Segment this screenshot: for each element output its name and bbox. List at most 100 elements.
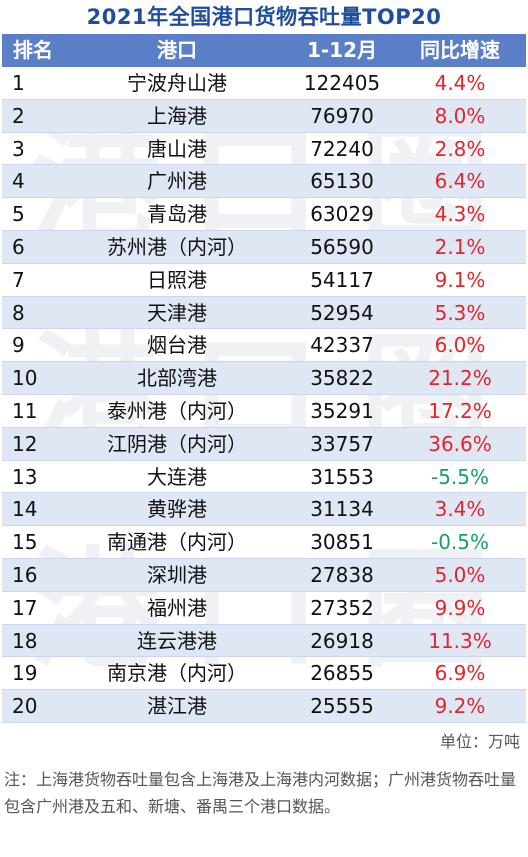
growth-cell: 9.1% [434,267,486,292]
growth-cell: 21.2% [428,366,492,391]
port-cell: 烟台港 [147,333,207,358]
rank-cell: 1 [12,71,25,95]
value-cell: 52954 [310,300,374,325]
growth-cell: 2.1% [434,234,486,259]
table-row: 2 上海港 76970 8.0% [2,99,526,133]
table-row: 17 福州港 27352 9.9% [2,592,526,625]
table-title: 2021年全国港口货物吞吐量TOP20 [86,5,442,29]
table-row: 16 深圳港 27838 5.0% [2,558,526,592]
value-cell: 72240 [310,136,374,161]
port-cell: 泰州港（内河） [107,398,247,423]
value-cell: 27838 [310,562,374,587]
rank-cell: 10 [12,366,38,391]
rank-cell: 13 [12,464,38,489]
growth-cell: 8.0% [434,103,486,128]
table-row: 18 连云港港 26918 11.3% [2,624,526,658]
table-row: 12 江阴港（内河） 33757 36.6% [2,427,526,461]
port-cell: 黄骅港 [147,497,207,522]
rank-cell: 3 [12,136,25,161]
port-cell: 天津港 [147,300,207,325]
growth-cell: 4.3% [434,202,486,227]
rank-cell: 18 [12,628,38,653]
growth-cell: 3.4% [434,497,486,522]
value-cell: 63029 [310,202,374,227]
port-cell: 北部湾港 [137,366,217,391]
value-cell: 31553 [310,464,374,489]
table-row: 10 北部湾港 35822 21.2% [2,362,526,395]
table-header: 排名 港口 1-12月 同比增速 [2,34,526,67]
table-row: 11 泰州港（内河） 35291 17.2% [2,395,526,428]
rank-cell: 7 [12,267,25,292]
table-body: 1 宁波舟山港 122405 4.4% 2 上海港 76970 8.0% 3 唐山港 72240 2.… [2,67,526,723]
table-row: 1 宁波舟山港 122405 4.4% [2,67,526,100]
table-row: 5 青岛港 63029 4.3% [2,198,526,231]
unit-label: 单位：万吨 [439,732,520,751]
growth-cell: 17.2% [428,398,492,423]
rank-cell: 16 [12,562,38,587]
table-row: 4 广州港 65130 6.4% [2,165,526,199]
value-cell: 26918 [310,628,374,653]
table-row: 14 黄骅港 31134 3.4% [2,493,526,527]
growth-cell: 6.4% [434,169,486,194]
rank-cell: 15 [12,530,38,555]
rank-cell: 9 [12,333,25,358]
rank-cell: 14 [12,497,38,522]
port-cell: 青岛港 [147,202,207,227]
rank-cell: 4 [12,169,25,194]
rank-cell: 11 [12,398,38,423]
port-cell: 福州港 [147,595,207,620]
value-cell: 35822 [310,366,374,391]
table-row: 3 唐山港 72240 2.8% [2,133,526,166]
value-cell: 76970 [310,103,374,128]
port-cell: 大连港 [147,464,207,489]
port-cell: 上海港 [147,103,207,128]
growth-cell: 6.0% [434,333,486,358]
table-row: 20 湛江港 25555 9.2% [2,690,526,723]
rank-cell: 20 [12,694,38,719]
value-cell: 54117 [310,267,374,292]
port-cell: 连云港港 [137,628,217,653]
port-cell: 日照港 [147,267,207,292]
growth-cell: 9.2% [434,694,486,719]
table-row: 6 苏州港（内河） 56590 2.1% [2,230,526,264]
growth-cell: -0.5% [430,530,490,555]
growth-cell: -5.5% [430,464,490,489]
header-port: 港口 [157,38,197,62]
table-row: 15 南通港（内河） 30851 -0.5% [2,526,526,559]
header-growth: 同比增速 [420,38,500,62]
growth-cell: 6.9% [434,661,486,686]
growth-cell: 9.9% [434,595,486,620]
table-row: 7 日照港 54117 9.1% [2,264,526,297]
table-row: 9 烟台港 42337 6.0% [2,329,526,363]
value-cell: 27352 [310,595,374,620]
port-cell: 南通港（内河） [107,530,247,555]
port-cell: 宁波舟山港 [127,71,227,95]
rank-cell: 17 [12,595,38,620]
rank-cell: 8 [12,300,25,325]
value-cell: 33757 [310,431,374,456]
value-cell: 25555 [310,694,374,719]
rank-cell: 12 [12,431,38,456]
port-cell: 深圳港 [147,562,207,587]
value-cell: 35291 [310,398,374,423]
value-cell: 31134 [310,497,374,522]
value-cell: 56590 [310,234,374,259]
growth-cell: 2.8% [434,136,486,161]
header-rank: 排名 [13,38,53,62]
value-cell: 26855 [310,661,374,686]
port-cell: 苏州港（内河） [107,234,247,259]
rank-cell: 5 [12,202,25,227]
port-cell: 唐山港 [147,136,207,161]
table-row: 8 天津港 52954 5.3% [2,296,526,330]
growth-cell: 5.3% [434,300,486,325]
growth-cell: 36.6% [428,431,492,456]
port-cell: 南京港（内河） [107,661,247,686]
header-value: 1-12月 [306,38,378,62]
value-cell: 42337 [310,333,374,358]
port-cell: 江阴港（内河） [107,431,247,456]
rank-cell: 6 [12,234,25,259]
rank-cell: 19 [12,661,38,686]
growth-cell: 11.3% [428,628,492,653]
growth-cell: 4.4% [434,71,486,95]
